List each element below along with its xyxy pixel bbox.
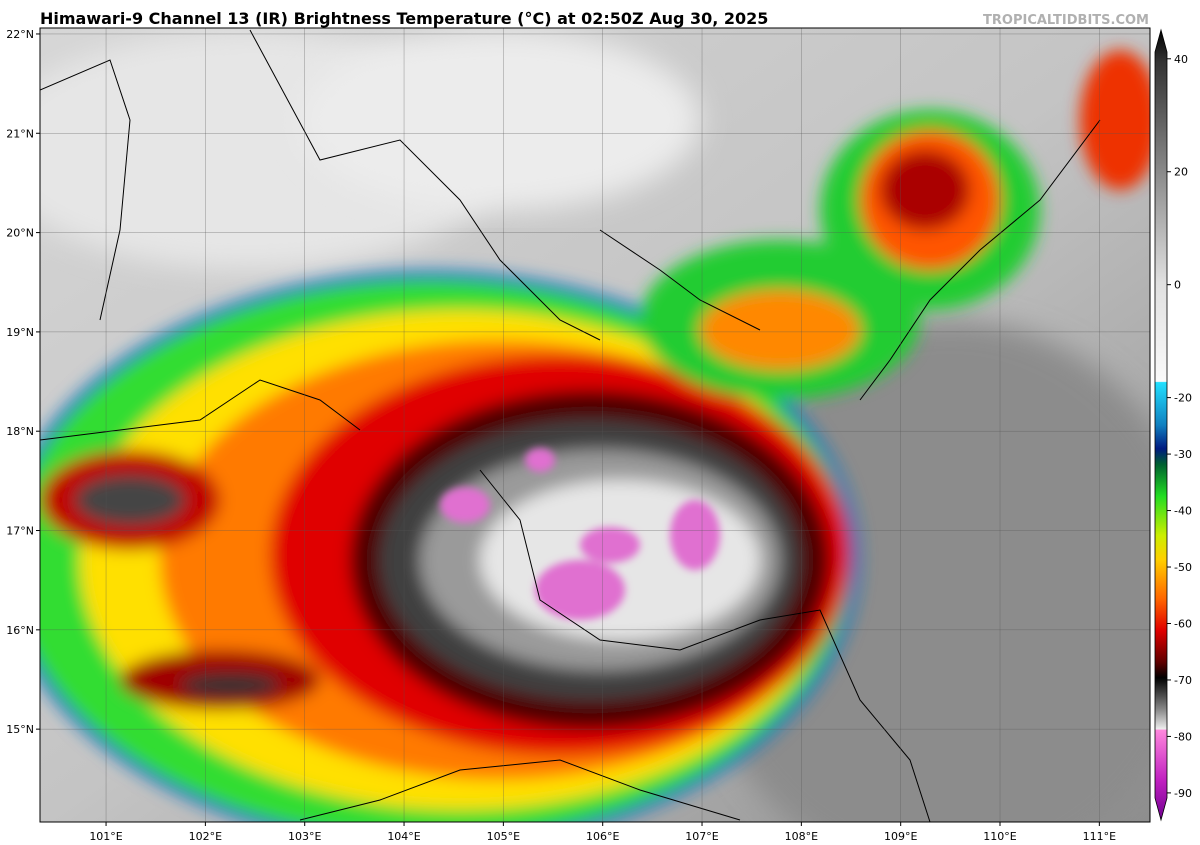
y-tick-label: 16°N (6, 624, 34, 637)
x-tick-label: 107°E (685, 830, 718, 843)
plot-frame (39, 27, 1151, 823)
colorbar-tick-label: -90 (1174, 787, 1192, 800)
y-tick-label: 19°N (6, 326, 34, 339)
x-tick-label: 111°E (1083, 830, 1116, 843)
x-tick-label: 105°E (487, 830, 520, 843)
x-tick-label: 102°E (189, 830, 222, 843)
y-tick-label: 21°N (6, 127, 34, 140)
satellite-imagery (40, 28, 1150, 822)
colorbar-tick-label: 0 (1174, 279, 1181, 292)
colorbar-tick-label: -20 (1174, 392, 1192, 405)
x-tick-label: 106°E (586, 830, 619, 843)
y-tick-label: 15°N (6, 723, 34, 736)
colorbar-tick-label: -40 (1174, 505, 1192, 518)
colorbar-tick-label: 20 (1174, 166, 1188, 179)
colorbar-tick-label: 40 (1174, 53, 1188, 66)
y-tick-label: 20°N (6, 227, 34, 240)
y-tick-label: 22°N (6, 28, 34, 41)
graticule (40, 28, 1150, 822)
y-tick-label: 17°N (6, 525, 34, 538)
colorbar-tick-label: -60 (1174, 617, 1192, 630)
x-tick-label: 109°E (884, 830, 917, 843)
y-tick-label: 18°N (6, 425, 34, 438)
colorbar-tick-label: -50 (1174, 561, 1192, 574)
title: Himawari-9 Channel 13 (IR) Brightness Te… (40, 9, 768, 28)
colorbar-tick-label: -80 (1174, 730, 1192, 743)
credit: TROPICALTIDBITS.COM (983, 13, 1149, 28)
colorbar (1154, 28, 1168, 822)
x-tick-label: 110°E (983, 830, 1016, 843)
colorbar-tick-label: -30 (1174, 448, 1192, 461)
x-tick-label: 108°E (785, 830, 818, 843)
x-tick-label: 101°E (89, 830, 122, 843)
x-tick-label: 104°E (387, 830, 420, 843)
x-tick-label: 103°E (288, 830, 321, 843)
colorbar-tick-label: -70 (1174, 674, 1192, 687)
